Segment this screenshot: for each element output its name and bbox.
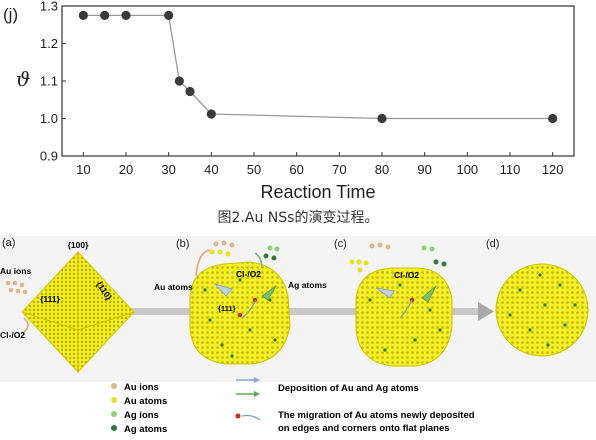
- x-tick-label: 90: [417, 162, 431, 177]
- y-axis-label: ϑ: [16, 67, 30, 91]
- panel-c-label: (c): [334, 238, 347, 250]
- legend-ag-ions-dot: [111, 411, 117, 417]
- data-point: [121, 10, 131, 20]
- y-tick-label: 1.0: [40, 111, 58, 126]
- panel-a: (a) {100} {110} {111} Au ions Cl-/O2: [0, 237, 135, 373]
- process-legend: Deposition of Au and Ag atoms The migrat…: [235, 377, 475, 434]
- legend-deposition: Deposition of Au and Ag atoms: [278, 383, 419, 394]
- x-tick-label: 10: [76, 162, 90, 177]
- panel-b-label: (b): [176, 238, 189, 250]
- x-tick-label: 30: [161, 162, 175, 177]
- data-point: [377, 113, 387, 124]
- migration-marks-c: [399, 297, 415, 319]
- legend-au-ions: Au ions: [124, 382, 159, 393]
- au-ion-cluster-a: [5, 280, 28, 295]
- cl-o2-label-b: Cl-/O2: [236, 269, 261, 279]
- x-axis-label: Reaction Time: [260, 182, 375, 202]
- incoming-atoms-b: [195, 240, 280, 301]
- ag-atom-specks-c: [368, 283, 442, 352]
- y-tick-label: 1.3: [40, 0, 58, 14]
- panel-d-label: (d): [486, 238, 499, 250]
- y-tick-label: 1.1: [40, 74, 58, 89]
- data-point: [174, 76, 184, 86]
- series-line: [83, 14, 553, 120]
- x-tick-label: 110: [500, 162, 521, 177]
- y-tick-label: 1.2: [40, 36, 58, 51]
- x-tick-label: 50: [247, 162, 261, 177]
- x-tick-label: 40: [204, 162, 218, 177]
- x-tick-label: 60: [289, 162, 303, 177]
- incoming-atoms-c: [349, 242, 447, 303]
- migration-arrow-icon: [235, 413, 261, 421]
- data-point: [164, 10, 174, 20]
- panel-d: (d): [486, 238, 589, 357]
- legend-migration-2: on edges and corners onto flat planes: [278, 423, 450, 434]
- data-point: [548, 113, 558, 124]
- cl-o2-label-a: Cl-/O2: [0, 330, 25, 340]
- reaction-chart: 0.9 1.0 1.1 1.2 1.3 10 20 30 40 50 60 70 80 90 100 110…: [3, 0, 575, 202]
- x-tick-label: 20: [119, 162, 133, 177]
- migration-marks-b: [237, 297, 258, 319]
- x-tick-label: 70: [332, 162, 346, 177]
- evolution-scheme: (a) {100} {110} {111} Au ions Cl-/O2 (b): [0, 236, 596, 435]
- panel-label: (j): [3, 5, 18, 24]
- plot-frame: [61, 5, 575, 157]
- legend-au-atoms-dot: [111, 397, 117, 403]
- panel-c: (c) Cl-/O2: [334, 238, 453, 367]
- legend-au-atoms: Au atoms: [124, 396, 167, 407]
- au-ions-label-a: Au ions: [0, 266, 31, 276]
- atom-legend: Au ions Au atoms Ag ions Ag atoms: [111, 382, 167, 435]
- ag-atoms-label-b: Ag atoms: [288, 280, 327, 290]
- au-atoms-label-b: Au atoms: [154, 282, 193, 292]
- figure-caption: 图2.Au NSs的演变过程。: [217, 210, 379, 226]
- data-point: [100, 10, 110, 20]
- facet-100-label: {100}: [68, 240, 89, 250]
- panel-a-label: (a): [2, 237, 15, 249]
- x-tick-label: 120: [542, 162, 564, 177]
- data-point: [206, 109, 216, 119]
- facet-111-label-b: {111}: [218, 304, 236, 313]
- legend-migration-1: The migration of Au atoms newly deposite…: [278, 410, 475, 421]
- x-tick-label: 100: [456, 162, 478, 177]
- panel-b: (b) Cl-/O2 Au atoms Ag atoms {111}: [154, 238, 327, 365]
- legend-ag-atoms: Ag atoms: [124, 424, 167, 435]
- facet-111-label: {111}: [40, 294, 61, 304]
- y-tick-label: 0.9: [40, 149, 58, 164]
- ag-atom-specks-d: [508, 273, 577, 347]
- legend-ag-ions: Ag ions: [124, 410, 159, 421]
- x-tick-label: 80: [375, 162, 389, 177]
- data-point: [185, 86, 195, 97]
- ag-atom-specks-b: [203, 278, 277, 358]
- legend-ag-atoms-dot: [111, 425, 117, 431]
- cl-o2-label-c: Cl-/O2: [394, 270, 419, 280]
- legend-au-ions-dot: [111, 383, 117, 389]
- data-point: [78, 10, 88, 20]
- deposition-arrow-icon: [236, 377, 260, 397]
